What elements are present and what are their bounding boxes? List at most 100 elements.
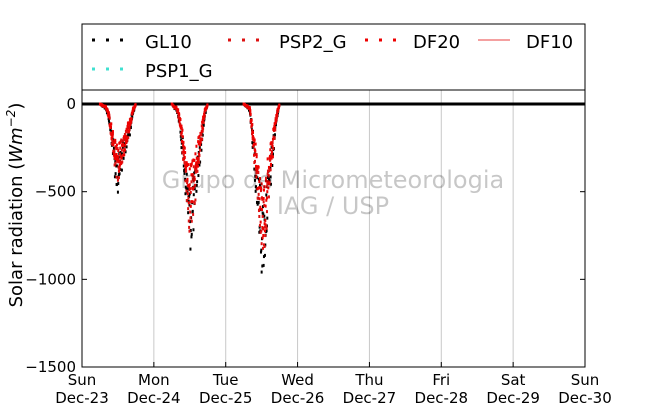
data-point: [183, 155, 186, 159]
data-point: [260, 270, 263, 274]
data-point: [258, 207, 261, 211]
data-point: [257, 165, 260, 169]
data-point: [258, 179, 261, 183]
data-point: [268, 168, 271, 172]
data-point: [187, 211, 190, 215]
data-point: [252, 153, 255, 157]
data-point: [186, 177, 189, 181]
data-point: [134, 103, 137, 107]
data-point: [273, 133, 276, 137]
legend: GL10 PSP2_G DF20 DF10 PSP1_G: [81, 23, 586, 91]
data-point: [112, 143, 115, 147]
data-point: [188, 203, 191, 207]
data-point: [273, 125, 276, 129]
data-point: [266, 190, 269, 194]
data-point: [254, 185, 257, 189]
data-point: [195, 144, 198, 148]
data-point: [195, 183, 198, 187]
data-point: [201, 133, 204, 137]
data-point: [189, 247, 192, 251]
series-DF20: [98, 102, 281, 240]
data-point: [118, 152, 121, 156]
x-tick-label-date: Dec-23: [55, 389, 109, 407]
data-point: [185, 187, 188, 191]
watermark-line-1: Grupo de Micrometeorologia: [162, 166, 504, 194]
data-point: [262, 188, 265, 192]
data-point: [259, 220, 262, 224]
data-point: [116, 147, 119, 151]
data-point: [179, 117, 182, 121]
x-tick-label-day: Mon: [138, 371, 170, 389]
y-axis-label-unit: Wm: [6, 127, 27, 162]
data-point: [187, 201, 190, 205]
data-point: [193, 185, 196, 189]
data-point: [110, 129, 113, 133]
x-tick-label-day: Fri: [432, 371, 450, 389]
data-point: [192, 165, 195, 169]
data-point: [108, 114, 111, 118]
data-point: [252, 136, 255, 140]
data-point: [124, 143, 127, 147]
data-point: [126, 125, 129, 129]
data-point: [120, 168, 123, 172]
data-point: [271, 141, 274, 145]
data-point: [274, 118, 277, 122]
data-point: [201, 125, 204, 129]
data-point: [197, 174, 200, 178]
data-point: [130, 118, 133, 122]
y-axis-label-text: Solar radiation (: [6, 163, 27, 308]
data-point: [129, 126, 132, 130]
data-point: [122, 156, 125, 160]
data-point: [190, 164, 193, 168]
data-point: [112, 141, 115, 145]
data-point: [195, 166, 198, 170]
data-point: [112, 146, 115, 150]
data-point: [192, 187, 195, 191]
legend-label: DF10: [526, 32, 573, 53]
x-tick-label-date: Dec-25: [199, 389, 253, 407]
data-point: [255, 175, 258, 179]
data-point: [253, 148, 256, 152]
plot-background: [82, 90, 585, 367]
data-point: [119, 146, 122, 150]
legend-label: DF20: [413, 32, 460, 53]
data-point: [187, 219, 190, 223]
x-tick-label-date: Dec-26: [271, 389, 325, 407]
data-point: [192, 193, 195, 197]
data-point: [194, 167, 197, 171]
data-point: [193, 201, 196, 205]
x-tick-label-day: Sun: [68, 371, 97, 389]
data-point: [197, 140, 200, 144]
data-point: [271, 144, 274, 148]
data-point: [269, 148, 272, 152]
data-point: [182, 153, 185, 157]
data-point: [255, 155, 258, 159]
data-point: [108, 123, 111, 127]
data-point: [270, 156, 273, 160]
data-point: [198, 154, 201, 158]
data-point: [194, 183, 197, 187]
data-point: [258, 197, 261, 201]
data-point: [189, 216, 192, 220]
x-tick-label-date: Dec-29: [486, 389, 540, 407]
data-point: [189, 190, 192, 194]
data-point: [184, 151, 187, 155]
y-tick-label: 0: [66, 95, 76, 113]
data-point: [265, 224, 268, 228]
data-point: [187, 163, 190, 167]
data-point: [123, 153, 126, 157]
data-point: [186, 192, 189, 196]
data-point: [274, 120, 277, 124]
x-axis: SunDec-23MonDec-24TueDec-25WedDec-26ThuD…: [55, 362, 612, 407]
data-point: [120, 138, 123, 142]
data-point: [246, 104, 249, 108]
data-point: [263, 229, 266, 233]
data-point: [180, 133, 183, 137]
data-point: [118, 166, 121, 170]
legend-item-DF10: DF10: [478, 32, 573, 53]
data-point: [267, 174, 270, 178]
data-point: [273, 136, 276, 140]
data-point: [193, 187, 196, 191]
x-tick-label-day: Wed: [281, 371, 314, 389]
data-point: [254, 168, 257, 172]
